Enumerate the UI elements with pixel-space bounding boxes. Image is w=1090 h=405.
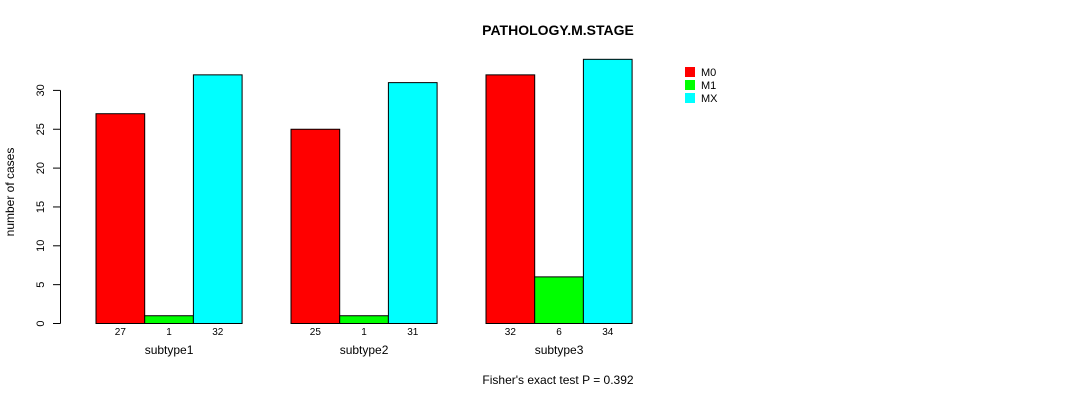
y-tick-label: 10 xyxy=(35,240,47,252)
bar-value-label: 25 xyxy=(310,327,322,338)
legend-swatch-M0 xyxy=(685,67,695,77)
bar-subtype2-MX xyxy=(387,82,438,324)
bar-value-label: 27 xyxy=(115,327,127,338)
bar-subtype3-M0 xyxy=(485,74,536,324)
legend-swatch-MX xyxy=(685,93,695,103)
group-label-subtype1: subtype1 xyxy=(145,343,194,357)
bar-subtype3-MX xyxy=(582,58,633,324)
y-tick-label: 0 xyxy=(35,320,47,326)
bar-value-label: 31 xyxy=(407,327,419,338)
legend-label-MX: MX xyxy=(701,93,718,105)
y-tick-label: 25 xyxy=(35,123,47,135)
legend-label-M0: M0 xyxy=(701,67,716,79)
legend-label-M1: M1 xyxy=(701,80,716,92)
bars-group: 27 1 32 subtype1 25 1 31 subtype2 32 6 34 subtype3 xyxy=(95,58,633,357)
bar-value-label: 32 xyxy=(212,327,224,338)
bar-subtype1-MX xyxy=(192,74,243,324)
y-tick-label: 20 xyxy=(35,162,47,174)
y-tick-label: 5 xyxy=(35,282,47,288)
y-tick-label: 15 xyxy=(35,201,47,213)
bar-value-label: 1 xyxy=(361,327,367,338)
group-label-subtype2: subtype2 xyxy=(340,343,389,357)
bar-value-label: 32 xyxy=(505,327,517,338)
fisher-test-footnote: Fisher's exact test P = 0.392 xyxy=(482,373,633,387)
bar-subtype2-M0 xyxy=(290,128,341,324)
y-axis-label: number of cases xyxy=(3,148,17,237)
y-axis: 0 5 10 15 20 25 30 xyxy=(35,84,61,327)
bar-subtype1-M0 xyxy=(95,113,146,324)
chart-title: PATHOLOGY.M.STAGE xyxy=(482,22,634,38)
bar-value-label: 6 xyxy=(556,327,562,338)
bar-subtype1-M1 xyxy=(144,315,194,325)
y-tick-label: 30 xyxy=(35,84,47,96)
group-label-subtype3: subtype3 xyxy=(535,343,584,357)
bar-value-label: 34 xyxy=(602,327,614,338)
bar-subtype2-M1 xyxy=(339,315,389,325)
bar-subtype3-M1 xyxy=(534,276,584,325)
legend-swatch-M1 xyxy=(685,80,695,90)
bar-value-label: 1 xyxy=(166,327,172,338)
